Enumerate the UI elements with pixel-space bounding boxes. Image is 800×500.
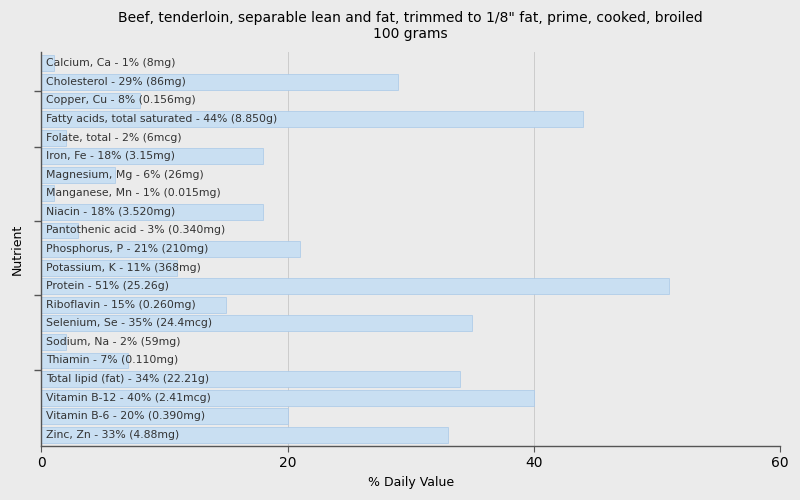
Bar (42, 371, 460, 387)
Bar (42, 148, 263, 164)
Bar (42, 427, 448, 442)
Text: Phosphorus, P - 21% (210mg): Phosphorus, P - 21% (210mg) (46, 244, 209, 254)
Bar (42, 241, 300, 257)
Text: Riboflavin - 15% (0.260mg): Riboflavin - 15% (0.260mg) (46, 300, 196, 310)
Bar (42, 408, 287, 424)
Bar (42, 92, 140, 108)
Bar (42, 260, 177, 276)
Text: Cholesterol - 29% (86mg): Cholesterol - 29% (86mg) (46, 77, 186, 87)
Text: Total lipid (fat) - 34% (22.21g): Total lipid (fat) - 34% (22.21g) (46, 374, 210, 384)
Bar (42, 334, 66, 350)
Title: Beef, tenderloin, separable lean and fat, trimmed to 1/8" fat, prime, cooked, br: Beef, tenderloin, separable lean and fat… (118, 11, 703, 42)
Bar (42, 130, 66, 146)
Text: Copper, Cu - 8% (0.156mg): Copper, Cu - 8% (0.156mg) (46, 96, 196, 106)
Text: Pantothenic acid - 3% (0.340mg): Pantothenic acid - 3% (0.340mg) (46, 226, 226, 235)
Bar (42, 222, 78, 238)
Bar (42, 352, 127, 368)
Text: Thiamin - 7% (0.110mg): Thiamin - 7% (0.110mg) (46, 356, 178, 366)
X-axis label: % Daily Value: % Daily Value (368, 476, 454, 489)
Bar (42, 74, 398, 90)
Bar (42, 186, 54, 201)
Text: Magnesium, Mg - 6% (26mg): Magnesium, Mg - 6% (26mg) (46, 170, 204, 180)
Bar (42, 167, 115, 182)
Text: Iron, Fe - 18% (3.15mg): Iron, Fe - 18% (3.15mg) (46, 151, 175, 161)
Text: Zinc, Zn - 33% (4.88mg): Zinc, Zn - 33% (4.88mg) (46, 430, 179, 440)
Bar (42, 111, 583, 127)
Text: Vitamin B-6 - 20% (0.390mg): Vitamin B-6 - 20% (0.390mg) (46, 411, 206, 421)
Text: Calcium, Ca - 1% (8mg): Calcium, Ca - 1% (8mg) (46, 58, 176, 68)
Text: Selenium, Se - 35% (24.4mcg): Selenium, Se - 35% (24.4mcg) (46, 318, 212, 328)
Bar (42, 278, 670, 294)
Text: Manganese, Mn - 1% (0.015mg): Manganese, Mn - 1% (0.015mg) (46, 188, 221, 198)
Bar (42, 56, 54, 71)
Bar (42, 204, 263, 220)
Text: Sodium, Na - 2% (59mg): Sodium, Na - 2% (59mg) (46, 337, 181, 347)
Text: Fatty acids, total saturated - 44% (8.850g): Fatty acids, total saturated - 44% (8.85… (46, 114, 278, 124)
Text: Protein - 51% (25.26g): Protein - 51% (25.26g) (46, 281, 170, 291)
Bar (42, 297, 226, 312)
Y-axis label: Nutrient: Nutrient (11, 224, 24, 274)
Text: Vitamin B-12 - 40% (2.41mcg): Vitamin B-12 - 40% (2.41mcg) (46, 392, 211, 402)
Bar (42, 316, 472, 331)
Bar (42, 390, 534, 406)
Text: Folate, total - 2% (6mcg): Folate, total - 2% (6mcg) (46, 132, 182, 142)
Text: Niacin - 18% (3.520mg): Niacin - 18% (3.520mg) (46, 207, 175, 217)
Text: Potassium, K - 11% (368mg): Potassium, K - 11% (368mg) (46, 262, 201, 272)
